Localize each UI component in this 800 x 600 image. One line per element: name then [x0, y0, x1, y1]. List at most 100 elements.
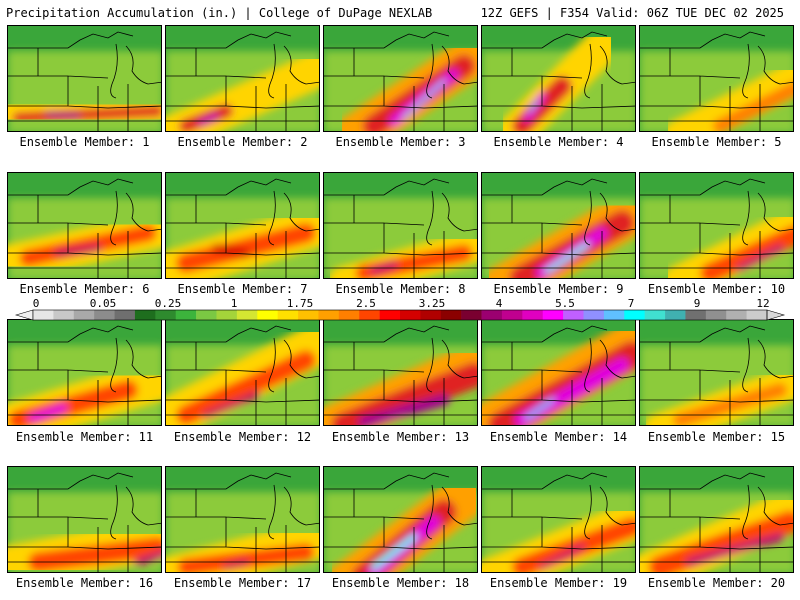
- precip-field: [640, 173, 793, 278]
- ensemble-member-label: Ensemble Member: 11: [15, 430, 154, 444]
- colorbar-tick-label: 12: [756, 297, 770, 310]
- state-boundaries: [324, 31, 477, 131]
- state-boundaries: [8, 472, 161, 572]
- colorbar-tick-label: 9: [693, 297, 701, 310]
- precip-field: [482, 173, 635, 278]
- ensemble-member-label: Ensemble Member: 3: [335, 135, 466, 149]
- colorbar-swatch: [53, 310, 75, 320]
- colorbar-swatch: [73, 310, 95, 320]
- model-valid-time: 12Z GEFS | F354 Valid: 06Z TUE DEC 02 20…: [480, 6, 784, 20]
- state-boundaries: [482, 472, 635, 572]
- ensemble-member-map: [323, 25, 478, 132]
- ensemble-member-map: [481, 25, 636, 132]
- map-title: Precipitation Accumulation (in.) | Colle…: [6, 6, 433, 20]
- state-boundaries: [640, 31, 793, 131]
- colorbar-swatch: [216, 310, 238, 320]
- ensemble-member-map: [481, 172, 636, 279]
- precip-field: [8, 320, 161, 425]
- colorbar-swatch: [746, 310, 768, 320]
- precip-field: [482, 467, 635, 572]
- colorbar-swatch: [257, 310, 278, 320]
- colorbar-min-arrow: [14, 309, 34, 321]
- colorbar-swatch: [461, 310, 482, 320]
- colorbar-tick-label: 5.5: [555, 297, 575, 310]
- colorbar-swatch: [114, 310, 136, 320]
- ensemble-member-label: Ensemble Member: 6: [19, 282, 150, 296]
- precip-field: [324, 467, 477, 572]
- ensemble-member-label: Ensemble Member: 10: [647, 282, 786, 296]
- state-boundaries: [166, 31, 319, 131]
- ensemble-member-label: Ensemble Member: 20: [647, 576, 786, 590]
- ensemble-member-map: [7, 172, 162, 279]
- state-boundaries: [166, 472, 319, 572]
- ensemble-member-map: [7, 319, 162, 426]
- colorbar-swatch: [420, 310, 442, 320]
- colorbar-swatch: [236, 310, 258, 320]
- precipitation-colorbar: [14, 309, 786, 321]
- ensemble-member-map: [323, 172, 478, 279]
- ensemble-member-map: [165, 466, 320, 573]
- state-boundaries: [166, 178, 319, 278]
- ensemble-member-label: Ensemble Member: 9: [493, 282, 624, 296]
- ensemble-member-label: Ensemble Member: 2: [177, 135, 308, 149]
- colorbar-swatch: [400, 310, 421, 320]
- ensemble-member-label: Ensemble Member: 14: [489, 430, 628, 444]
- colorbar-swatch: [685, 310, 707, 320]
- ensemble-member-label: Ensemble Member: 1: [19, 135, 150, 149]
- colorbar-swatch: [155, 310, 177, 320]
- precip-field: [482, 26, 635, 131]
- colorbar-swatch: [175, 310, 197, 320]
- precip-field: [482, 320, 635, 425]
- ensemble-member-label: Ensemble Member: 19: [489, 576, 628, 590]
- ensemble-member-label: Ensemble Member: 16: [15, 576, 154, 590]
- state-boundaries: [8, 325, 161, 425]
- colorbar-swatch: [705, 310, 727, 320]
- ensemble-member-map: [165, 25, 320, 132]
- state-boundaries: [482, 178, 635, 278]
- state-boundaries: [166, 325, 319, 425]
- colorbar-swatch: [298, 310, 319, 320]
- ensemble-member-map: [481, 466, 636, 573]
- precip-field: [640, 467, 793, 572]
- precip-field: [640, 320, 793, 425]
- ensemble-member-map: [481, 319, 636, 426]
- ensemble-member-label: Ensemble Member: 4: [493, 135, 624, 149]
- ensemble-member-map: [7, 25, 162, 132]
- ensemble-member-map: [639, 466, 794, 573]
- colorbar-swatch: [440, 310, 462, 320]
- state-boundaries: [640, 178, 793, 278]
- colorbar-swatch: [542, 310, 564, 320]
- ensemble-member-map: [165, 172, 320, 279]
- state-boundaries: [640, 325, 793, 425]
- colorbar-max-arrow: [766, 309, 786, 321]
- state-boundaries: [324, 178, 477, 278]
- colorbar-swatch: [563, 310, 584, 320]
- colorbar-swatch: [94, 310, 115, 320]
- colorbar-swatch: [665, 310, 686, 320]
- colorbar-swatch: [501, 310, 523, 320]
- colorbar-swatch: [481, 310, 503, 320]
- colorbar-tick-label: 0.05: [89, 297, 117, 310]
- state-boundaries: [8, 178, 161, 278]
- ensemble-member-label: Ensemble Member: 8: [335, 282, 466, 296]
- ensemble-member-map: [639, 25, 794, 132]
- precip-field: [166, 467, 319, 572]
- precip-field: [166, 320, 319, 425]
- state-boundaries: [324, 472, 477, 572]
- colorbar-swatch: [134, 310, 156, 320]
- precip-field: [324, 173, 477, 278]
- colorbar-swatch: [277, 310, 299, 320]
- ensemble-member-label: Ensemble Member: 13: [331, 430, 470, 444]
- ensemble-member-label: Ensemble Member: 15: [647, 430, 786, 444]
- colorbar-swatch: [33, 310, 54, 320]
- precip-field: [640, 26, 793, 131]
- colorbar-tick-label: 2.5: [356, 297, 376, 310]
- precip-field: [8, 173, 161, 278]
- ensemble-member-label: Ensemble Member: 12: [173, 430, 312, 444]
- colorbar-swatch: [379, 310, 401, 320]
- ensemble-member-map: [323, 319, 478, 426]
- colorbar-tick-label: 7: [627, 297, 635, 310]
- state-boundaries: [640, 472, 793, 572]
- precip-field: [166, 173, 319, 278]
- ensemble-member-label: Ensemble Member: 5: [651, 135, 782, 149]
